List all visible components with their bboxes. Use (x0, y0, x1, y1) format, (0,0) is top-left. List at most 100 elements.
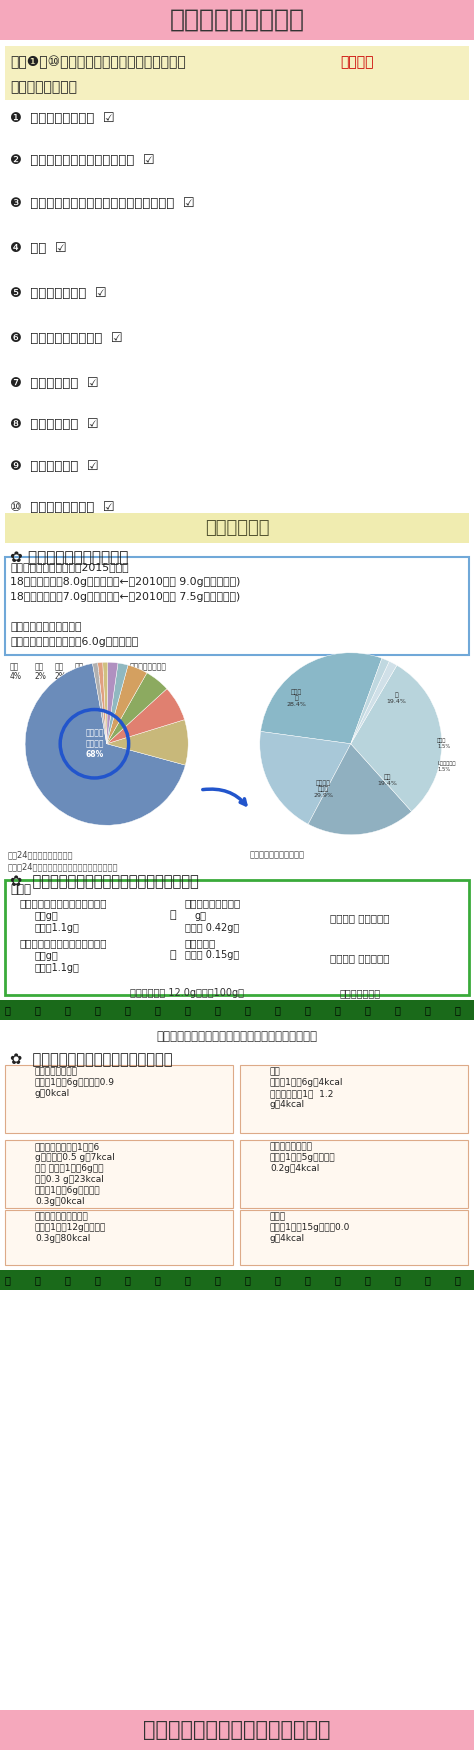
Text: ⑩  ストレスを感じる  ☑: ⑩ ストレスを感じる ☑ (10, 500, 115, 514)
Text: 🍵: 🍵 (455, 1004, 461, 1015)
Text: トマトケチャップ
小さじ1杯（5g）：塩分
0.2g　4kcal: トマトケチャップ 小さじ1杯（5g）：塩分 0.2g 4kcal (270, 1143, 336, 1172)
Text: 調味料・
香辛料類
68%: 調味料・ 香辛料類 68% (85, 728, 104, 760)
Text: Lマヨネーズ
1.5%: Lマヨネーズ 1.5% (437, 761, 456, 772)
Wedge shape (351, 665, 442, 812)
Text: 🍵: 🍵 (275, 1004, 281, 1015)
Text: 🍵: 🍵 (365, 1004, 371, 1015)
Text: （平成24年国民健康・栄養調査報告より作成）: （平成24年国民健康・栄養調査報告より作成） (8, 863, 118, 872)
Text: 🍵: 🍵 (245, 1004, 251, 1015)
Wedge shape (107, 672, 167, 744)
Wedge shape (98, 662, 107, 744)
Text: 🍵: 🍵 (95, 1276, 101, 1284)
Text: 🍵: 🍵 (275, 1276, 281, 1284)
FancyBboxPatch shape (240, 1209, 468, 1265)
Text: 🍵: 🍵 (245, 1276, 251, 1284)
Text: 調味料・香辛料類の内訳: 調味料・香辛料類の内訳 (250, 850, 305, 859)
Text: 🍵: 🍵 (215, 1276, 221, 1284)
Text: 味噌　すり切り大さじ　１／２: 味噌 すり切り大さじ １／２ (20, 938, 108, 948)
Text: 日本高血圧学会の推奨値: 日本高血圧学会の推奨値 (10, 621, 82, 632)
Text: 量や回数に気をつけるだけでも減塩につながります: 量や回数に気をつけるだけでも減塩につながります (156, 1031, 318, 1043)
Wedge shape (107, 662, 118, 744)
Wedge shape (103, 662, 108, 744)
Text: 調味料・香辛料類: 調味料・香辛料類 (130, 662, 167, 670)
Text: 顆粒かつおだし【１: 顆粒かつおだし【１ (185, 898, 241, 908)
Text: 高血圧に: 高血圧に (340, 54, 374, 68)
Wedge shape (25, 663, 185, 826)
Text: 【食塩相当量 12.0g／味噌100gの: 【食塩相当量 12.0g／味噌100gの (130, 989, 244, 997)
Text: ❻  お酒をたくさん飲む  ☑: ❻ お酒をたくさん飲む ☑ (10, 332, 123, 345)
Text: 🍵: 🍵 (35, 1004, 41, 1015)
Text: 🍵: 🍵 (65, 1276, 71, 1284)
Wedge shape (351, 662, 397, 744)
Text: 🍵: 🍵 (95, 1004, 101, 1015)
FancyBboxPatch shape (0, 1710, 474, 1750)
Text: ごいくらしょうゆ
小さじ1杯（6g）：塩分0.9
g　0kcal: ごいくらしょうゆ 小さじ1杯（6g）：塩分0.9 g 0kcal (35, 1068, 115, 1099)
Text: 乳類
2%: 乳類 2% (55, 662, 67, 681)
Text: 味噌　すり切り大さじ　１／２: 味噌 すり切り大さじ １／２ (20, 898, 108, 908)
Text: ❹  肥満  ☑: ❹ 肥満 ☑ (10, 242, 67, 256)
FancyBboxPatch shape (0, 1270, 474, 1290)
Text: 🍵: 🍵 (395, 1276, 401, 1284)
Text: 🍵: 🍵 (305, 1276, 311, 1284)
Text: 【９g】: 【９g】 (35, 950, 59, 961)
Text: ✿  その他の　よく使う調味料の塩分は: ✿ その他の よく使う調味料の塩分は (10, 1052, 173, 1068)
Text: 例えば: 例えば (10, 884, 31, 896)
FancyBboxPatch shape (5, 1209, 233, 1265)
Text: 次の❶〜⑩の中で当てはまる項目が多い方は: 次の❶〜⑩の中で当てはまる項目が多い方は (10, 54, 186, 68)
Text: 🍵: 🍵 (425, 1004, 431, 1015)
Text: 塩
19.4%: 塩 19.4% (386, 693, 406, 704)
Text: 卵類
1%: 卵類 1% (75, 662, 87, 681)
Wedge shape (107, 663, 128, 744)
Text: ソース
1.5%: ソース 1.5% (437, 738, 450, 749)
Text: ❷  野菜や果物はあまり食べない  ☑: ❷ 野菜や果物はあまり食べない ☑ (10, 154, 155, 166)
Text: 🍵: 🍵 (155, 1276, 161, 1284)
Text: 塩分について: 塩分について (205, 520, 269, 537)
FancyBboxPatch shape (5, 880, 469, 996)
Text: その他の
調味料
29.9%: その他の 調味料 29.9% (313, 780, 334, 798)
Text: 気を付けましょう: 気を付けましょう (10, 80, 77, 94)
Text: ❾  家族が高血圧  ☑: ❾ 家族が高血圧 ☑ (10, 460, 99, 472)
Wedge shape (261, 653, 382, 744)
Text: 🍵: 🍵 (125, 1276, 131, 1284)
Text: ❶  濃い味付けが好み  ☑: ❶ 濃い味付けが好み ☑ (10, 112, 115, 124)
Text: ＋: ＋ (170, 910, 177, 920)
Wedge shape (107, 719, 188, 765)
Text: 🍵: 🍵 (425, 1276, 431, 1284)
Text: 味噌
19.4%: 味噌 19.4% (377, 775, 397, 786)
Wedge shape (107, 665, 147, 744)
Text: （塩分 0.42g）: （塩分 0.42g） (185, 922, 239, 933)
FancyBboxPatch shape (0, 999, 474, 1020)
Text: しょう
ゆ
28.4%: しょう ゆ 28.4% (286, 690, 306, 707)
Text: 🍵: 🍵 (5, 1276, 11, 1284)
Text: 🍵: 🍵 (35, 1276, 41, 1284)
Text: ❼  たばこを吸う  ☑: ❼ たばこを吸う ☑ (10, 376, 99, 390)
FancyBboxPatch shape (5, 513, 469, 542)
Text: 平成24年塩分摂取状況割合: 平成24年塩分摂取状況割合 (8, 850, 73, 859)
FancyBboxPatch shape (5, 1066, 233, 1132)
FancyBboxPatch shape (5, 46, 469, 100)
Text: 肉類
4%: 肉類 4% (10, 662, 22, 681)
Text: きょうから　見直してみませんか: きょうから 見直してみませんか (143, 1720, 331, 1740)
Text: 日本人の食事摂取基準（2015年版）: 日本人の食事摂取基準（2015年版） (10, 562, 128, 572)
FancyBboxPatch shape (5, 1139, 233, 1207)
Text: ＋: ＋ (170, 950, 177, 961)
Text: ✿ 塩分についての目標値は: ✿ 塩分についての目標値は (10, 550, 128, 565)
Text: 【９g】: 【９g】 (35, 912, 59, 920)
Wedge shape (92, 663, 107, 744)
FancyBboxPatch shape (5, 556, 469, 654)
Text: 🍵: 🍵 (365, 1276, 371, 1284)
Text: ❺  あまり動かない  ☑: ❺ あまり動かない ☑ (10, 287, 107, 299)
Text: 🍵: 🍵 (215, 1004, 221, 1015)
Text: 🍵: 🍵 (305, 1004, 311, 1015)
Text: （塩分1.1g）: （塩分1.1g） (35, 963, 80, 973)
Text: を使った場合】: を使った場合】 (340, 989, 381, 997)
Text: （塩分 0.15g）: （塩分 0.15g） (185, 950, 239, 961)
Text: 🍵: 🍵 (185, 1004, 191, 1015)
Text: 血圧と食事について: 血圧と食事について (170, 9, 304, 31)
Text: 🍵: 🍵 (155, 1004, 161, 1015)
Text: 🍵: 🍵 (185, 1276, 191, 1284)
Wedge shape (308, 744, 411, 835)
Text: 🍵: 🍵 (65, 1004, 71, 1015)
Text: 18歳以上女性：7.0g／日　未満←（2010年版 7.5g／日　未満): 18歳以上女性：7.0g／日 未満←（2010年版 7.5g／日 未満) (10, 592, 240, 602)
Text: ウスター　小さじ1杯（6
g）：塩分0.5 g　7kcal
中濃 小さじ1杯（6g）：
塩分0.3 g　23kcal
小さじ1杯（6g）：塩分
0.3g　0kc: ウスター 小さじ1杯（6 g）：塩分0.5 g 7kcal 中濃 小さじ1杯（6… (35, 1143, 115, 1206)
